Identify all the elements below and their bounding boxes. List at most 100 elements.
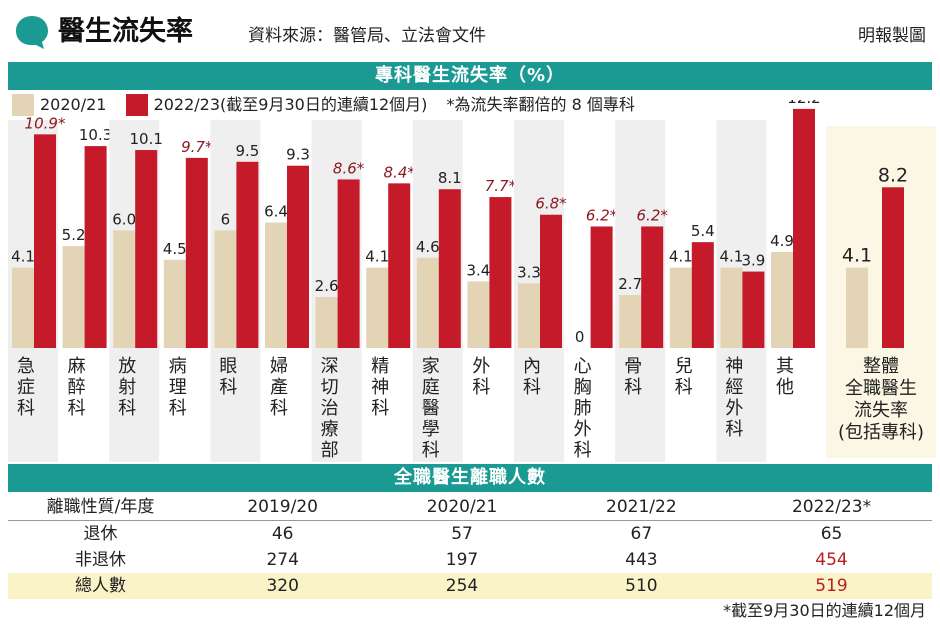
- bar-2020-21: [113, 230, 136, 348]
- table-cell: 443: [625, 550, 658, 570]
- category-label: 醫: [422, 398, 440, 419]
- value-label-2022-23: 9.7*: [181, 138, 213, 156]
- header: 醫生流失率 資料來源：醫管局、立法會文件 明報製圖: [0, 0, 940, 60]
- category-label: 急: [17, 356, 35, 377]
- table-header-cell: 2019/20: [247, 497, 318, 517]
- value-label-2020-21: 2.6: [315, 277, 339, 295]
- category-label: 家: [422, 356, 440, 377]
- category-label: 科: [574, 440, 592, 461]
- bar-2022-23: [590, 226, 613, 348]
- resignation-table: 離職性質/年度 2019/20 2020/21 2021/22 2022/23*…: [8, 494, 932, 599]
- category-label: 學: [422, 419, 440, 440]
- value-label-2022-23: 6.2*: [586, 206, 618, 224]
- category-label: 整體: [863, 356, 899, 377]
- category-label: 醉: [68, 377, 86, 398]
- row-label: 退休: [83, 524, 118, 544]
- category-label: 心: [574, 356, 592, 377]
- value-label-2020-21: 3.4: [466, 261, 490, 279]
- table-cell: 274: [266, 550, 299, 570]
- value-label-2020-21: 4.1: [719, 248, 743, 266]
- bar-2020-21: [315, 297, 338, 348]
- value-label-2022-23: 3.9: [741, 252, 765, 270]
- value-label-2022-23: 8.6*: [333, 159, 365, 177]
- value-label-2020-21: 4.1: [842, 245, 872, 267]
- bar-2022-23: [84, 146, 107, 348]
- category-label: 症: [17, 377, 35, 398]
- row-label: 總人數: [8, 573, 193, 599]
- category-label: 兒: [675, 356, 693, 377]
- table-header-row: 離職性質/年度 2019/20 2020/21 2021/22 2022/23*: [8, 494, 932, 521]
- table-header-cell: 離職性質/年度: [46, 497, 155, 517]
- category-label: 科: [523, 377, 541, 398]
- value-label-2022-23: 12.2: [787, 100, 820, 107]
- category-label: 神: [725, 356, 743, 377]
- value-label-2022-23: 9.3: [286, 146, 310, 164]
- bar-2022-23: [236, 161, 259, 348]
- table-row-total: 總人數 320 254 510 519: [8, 573, 932, 599]
- category-label: (包括專科): [838, 422, 924, 443]
- legend-label-2020: 2020/21: [40, 94, 107, 114]
- category-label: 他: [776, 377, 794, 398]
- bar-2020-21: [163, 259, 186, 348]
- category-label: 科: [68, 398, 86, 419]
- value-label-2020-21: 4.5: [163, 240, 187, 258]
- category-label: 科: [17, 398, 35, 419]
- category-label: 理: [169, 377, 187, 398]
- category-label: 經: [725, 377, 743, 398]
- category-label: 肺: [574, 398, 592, 419]
- table-cell: 65: [820, 524, 843, 544]
- category-label: 外: [472, 356, 490, 377]
- legend-item-2022: 2022/23(截至9月30日的連續12個月): [125, 93, 427, 117]
- value-label-2022-23: 6.2*: [637, 206, 669, 224]
- category-label: 外: [725, 398, 743, 419]
- category-label: 科: [725, 419, 743, 440]
- value-label-2020-21: 4.1: [669, 248, 693, 266]
- category-label: 科: [371, 398, 389, 419]
- legend-item-2020: 2020/21: [12, 93, 106, 117]
- category-label: 射: [118, 377, 136, 398]
- bar-2022-23: [438, 189, 461, 348]
- category-label: 切: [321, 377, 339, 398]
- table-cell: 519: [731, 573, 932, 599]
- category-label: 骨: [624, 356, 642, 377]
- table-row: 退休 46 57 67 65: [8, 521, 932, 548]
- category-label: 放: [118, 356, 136, 377]
- category-label: 療: [321, 419, 339, 440]
- table-title-band: 全職醫生離職人數: [8, 464, 932, 492]
- legend-swatch-red: [125, 94, 148, 116]
- table-cell: 67: [630, 524, 653, 544]
- bar-2022-23: [489, 197, 512, 348]
- category-label: 眼: [219, 356, 237, 377]
- value-label-2020-21: 6: [221, 210, 231, 228]
- value-label-2020-21: 0: [575, 328, 585, 346]
- value-label-2020-21: 4.1: [365, 248, 389, 266]
- bar-2020-21: [366, 267, 389, 348]
- table-cell: 320: [193, 573, 373, 599]
- category-label: 深: [321, 356, 339, 377]
- chart-title-band: 專科醫生流失率（%）: [8, 62, 932, 90]
- footnote: *截至9月30日的連續12個月: [723, 601, 926, 620]
- bar-2022-23: [691, 242, 714, 348]
- bar-2020-21: [214, 230, 237, 348]
- category-label: 科: [219, 377, 237, 398]
- category-label: 麻: [68, 356, 86, 377]
- value-label-2020-21: 3.3: [517, 263, 541, 281]
- value-label-2020-21: 6.4: [264, 203, 288, 221]
- value-label-2022-23: 10.1: [129, 130, 162, 148]
- value-label-2022-23: 7.7*: [485, 177, 517, 195]
- credit-label: 明報製圖: [858, 26, 926, 46]
- value-label-2022-23: 8.2: [878, 164, 908, 186]
- value-label-2020-21: 6.0: [112, 210, 136, 228]
- category-label: 科: [675, 377, 693, 398]
- table-cell: 197: [445, 550, 479, 570]
- value-label-2022-23: 10.3: [79, 126, 112, 144]
- legend-swatch-beige: [12, 94, 34, 116]
- bar-2022-23: [34, 134, 56, 348]
- bar-2020-21: [846, 267, 868, 348]
- legend-note: *為流失率翻倍的 8 個專科: [446, 94, 635, 114]
- bar-2022-23: [641, 226, 664, 348]
- category-label: 流失率: [854, 400, 908, 421]
- value-label-2022-23: 10.9*: [25, 114, 66, 132]
- category-label: 科: [169, 398, 187, 419]
- bar-2022-23: [793, 108, 815, 348]
